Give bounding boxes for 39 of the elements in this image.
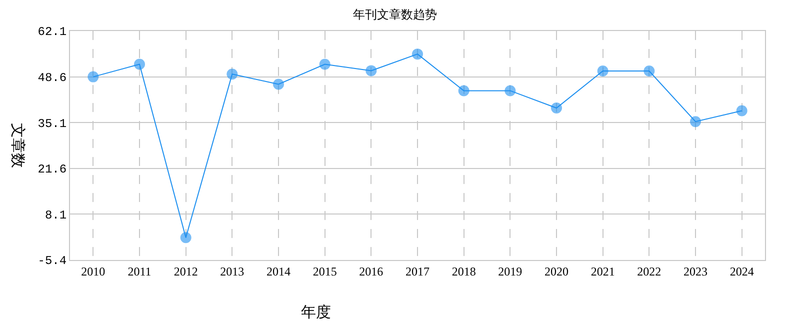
point bbox=[597, 66, 608, 77]
point bbox=[180, 232, 192, 244]
y-tick-label: 62.1 bbox=[38, 25, 67, 40]
point bbox=[504, 85, 516, 96]
x-tick-label: 2015 bbox=[312, 264, 337, 278]
point bbox=[644, 66, 655, 77]
x-tick-label: 2021 bbox=[590, 264, 615, 278]
x-tick-label: 2017 bbox=[406, 264, 430, 278]
point bbox=[551, 102, 562, 114]
chart-title: 年刊文章数趋势 bbox=[353, 7, 437, 22]
y-tick-label: 21.6 bbox=[38, 162, 67, 177]
point bbox=[88, 71, 99, 82]
x-tick-label: 2019 bbox=[498, 264, 522, 278]
y-tick-label: 48.6 bbox=[38, 71, 67, 85]
x-tick-label: 2022 bbox=[637, 264, 662, 278]
x-tick-label: 2018 bbox=[452, 264, 476, 278]
point bbox=[412, 48, 423, 60]
y-tick-label: 35.1 bbox=[38, 116, 67, 131]
x-tick-label: 2024 bbox=[730, 264, 754, 278]
y-axis-title: 文章数 bbox=[8, 123, 27, 168]
x-tick-label: 2020 bbox=[544, 264, 568, 278]
x-tick-label: 2013 bbox=[220, 264, 244, 278]
point bbox=[736, 105, 748, 116]
x-tick-label: 2012 bbox=[174, 264, 198, 278]
point bbox=[458, 85, 470, 96]
x-tick-label: 2010 bbox=[81, 264, 106, 278]
point bbox=[273, 78, 284, 90]
x-tick-label: 2023 bbox=[684, 264, 708, 278]
point bbox=[134, 58, 145, 70]
point bbox=[226, 68, 238, 80]
x-tick-label: 2014 bbox=[266, 264, 290, 278]
x-axis-title: 年度 bbox=[301, 303, 331, 321]
point bbox=[366, 65, 377, 76]
point bbox=[319, 58, 330, 70]
x-tick-label: 2016 bbox=[359, 264, 384, 278]
x-tick-label: 2011 bbox=[128, 264, 152, 278]
point bbox=[690, 116, 701, 128]
y-tick-label: 8.1 bbox=[44, 208, 67, 222]
y-tick-label: -5.4 bbox=[38, 254, 67, 268]
